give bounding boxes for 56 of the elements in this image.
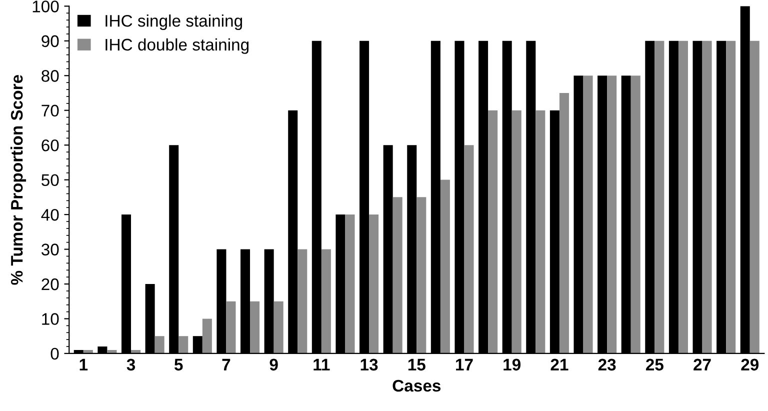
y-tick-label: 20 <box>42 278 59 290</box>
y-tick-label: 50 <box>42 174 59 186</box>
x-tick-label: 21 <box>550 358 568 370</box>
bar <box>298 249 308 354</box>
legend-label: IHC single staining <box>106 14 242 30</box>
x-tick-label: 11 <box>314 358 330 370</box>
bar <box>250 301 260 354</box>
bar <box>702 40 712 354</box>
bar <box>154 336 164 354</box>
bar <box>630 76 640 354</box>
x-tick-label: 25 <box>646 358 664 371</box>
y-tick-label: 90 <box>42 35 59 48</box>
x-tick-label: 27 <box>694 358 711 370</box>
bar <box>226 301 236 354</box>
bar <box>488 110 498 354</box>
x-tick-label: 29 <box>741 358 759 371</box>
bar <box>536 110 546 354</box>
x-tick-label: 13 <box>360 358 378 371</box>
legend-label: IHC double staining <box>106 38 249 54</box>
bar <box>369 214 379 354</box>
y-tick-label: 40 <box>41 208 59 221</box>
bar <box>607 76 617 354</box>
bar <box>178 336 188 354</box>
bar <box>559 92 569 354</box>
y-tick-label: 10 <box>42 313 59 325</box>
bar <box>750 40 760 354</box>
bar <box>416 197 426 354</box>
bar <box>583 76 593 354</box>
x-tick-label: 7 <box>222 358 230 370</box>
bar <box>726 40 736 354</box>
y-tick-label: 100 <box>32 0 59 12</box>
bar <box>654 40 664 354</box>
bar <box>321 249 331 354</box>
y-tick-label: 60 <box>42 139 59 152</box>
x-tick-label: 17 <box>456 358 473 370</box>
y-tick-label: 80 <box>42 70 59 82</box>
x-axis-title: Cases <box>392 380 441 392</box>
x-tick-label: 3 <box>126 358 136 371</box>
y-tick-label: 30 <box>41 244 59 256</box>
bar <box>678 40 688 354</box>
x-tick-label: 23 <box>598 358 616 371</box>
bar <box>512 110 522 354</box>
x-tick-label: 15 <box>408 358 426 371</box>
y-tick-label: 0 <box>50 348 59 360</box>
y-tick-label: 70 <box>42 104 59 117</box>
bar <box>440 180 450 354</box>
bar <box>345 214 355 354</box>
bar <box>392 197 402 354</box>
bar <box>464 145 474 354</box>
x-tick-label: 19 <box>504 358 521 371</box>
x-tick-label: 5 <box>174 358 183 371</box>
bar <box>274 301 284 354</box>
bar <box>202 318 212 354</box>
x-tick-label: 9 <box>270 358 278 371</box>
x-tick-label: 1 <box>80 358 88 370</box>
y-axis-title: % Tumor Proportion Score <box>10 74 26 285</box>
